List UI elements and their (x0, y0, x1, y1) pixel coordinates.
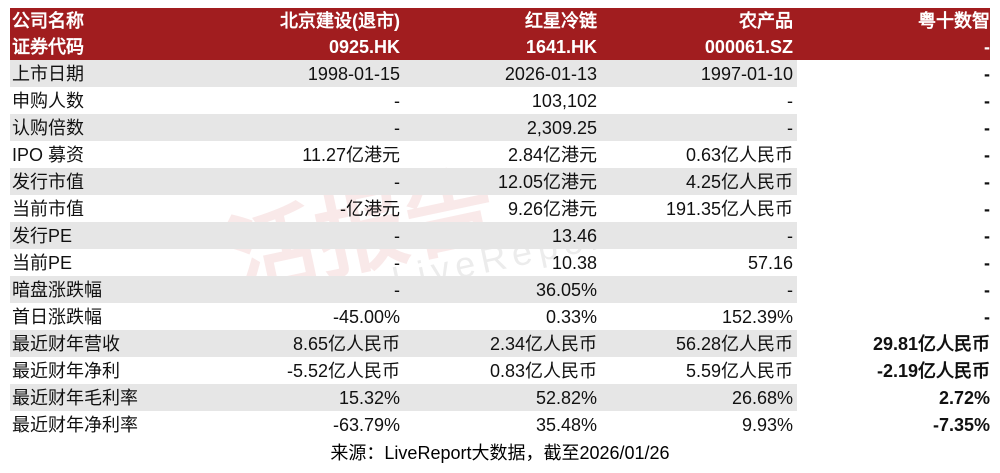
table-cell: 103,102 (531, 91, 597, 111)
row-label: 发行PE (12, 226, 73, 246)
row-label: 发行市值 (12, 172, 84, 192)
table-cell: - (394, 91, 400, 111)
table-cell: - (787, 280, 793, 300)
row-label: 最近财年毛利率 (12, 388, 138, 408)
table-cell: - (787, 226, 793, 246)
row-band (10, 276, 797, 303)
table-cell: 26.68% (731, 388, 793, 408)
row-label: IPO 募资 (12, 145, 85, 165)
table-cell: 152.39% (721, 307, 793, 327)
row-label: 申购人数 (12, 91, 84, 111)
row-band (10, 330, 797, 357)
header-cell: 农产品 (739, 11, 793, 31)
table-cell: - (984, 145, 990, 165)
table-cell: -63.79% (332, 415, 400, 435)
table-cell: 52.82% (535, 388, 597, 408)
table-cell: 35.48% (535, 415, 597, 435)
table-cell: - (984, 280, 990, 300)
header-cell: 粤十数智 (918, 11, 990, 31)
header-label: 公司名称 (12, 11, 84, 31)
header-label: 证券代码 (12, 37, 84, 57)
header-cell: 0925.HK (328, 37, 400, 57)
header-cell: 北京建设(退市) (280, 11, 400, 31)
table-cell: 0.63亿人民币 (685, 145, 793, 165)
row-label: 最近财年营收 (12, 334, 120, 354)
table-cell: 9.26亿港元 (507, 199, 597, 219)
table-cell: 5.59亿人民币 (685, 361, 793, 381)
table-cell: -45.00% (332, 307, 400, 327)
row-band (10, 222, 797, 249)
row-band (10, 168, 797, 195)
table-cell: 1998-01-15 (307, 64, 400, 84)
row-band (10, 60, 797, 87)
header-cell: 000061.SZ (704, 37, 793, 57)
table-cell: 56.28亿人民币 (675, 334, 793, 354)
row-label: 暗盘涨跌幅 (12, 280, 102, 300)
table-cell: - (984, 226, 990, 246)
table-cell: 10.38 (551, 253, 597, 273)
table-cell: 2.72% (938, 388, 990, 408)
header-cell: 1641.HK (525, 37, 597, 57)
header-cell: - (984, 37, 990, 57)
row-label: 当前市值 (12, 199, 84, 219)
table-cell: 13.46 (551, 226, 597, 246)
table-cell: -2.19亿人民币 (876, 361, 990, 381)
table-cell: - (984, 307, 990, 327)
table-cell: 2.84亿港元 (507, 145, 597, 165)
table-cell: 2026-01-13 (504, 64, 597, 84)
table-cell: - (984, 64, 990, 84)
table-cell: 11.27亿港元 (302, 145, 400, 165)
table-cell: - (394, 226, 400, 246)
table-cell: 15.32% (338, 388, 400, 408)
table-cell: 191.35亿人民币 (665, 199, 793, 219)
table-cell: - (984, 199, 990, 219)
row-label: 最近财年净利 (12, 361, 120, 381)
table-cell: - (394, 253, 400, 273)
row-label: 认购倍数 (12, 118, 84, 138)
source-note: 来源：LiveReport大数据，截至2026/01/26 (330, 443, 670, 463)
row-band (10, 114, 797, 141)
table-cell: - (984, 91, 990, 111)
table-cell: - (984, 253, 990, 273)
table-cell: -5.52亿人民币 (286, 361, 400, 381)
table-cell: 29.81亿人民币 (872, 334, 990, 354)
table-cell: 36.05% (535, 280, 597, 300)
header-cell: 红星冷链 (525, 11, 597, 31)
row-label: 首日涨跌幅 (12, 307, 102, 327)
table-cell: 9.93% (741, 415, 793, 435)
table-cell: - (984, 172, 990, 192)
table-cell: 0.33% (545, 307, 597, 327)
table-cell: -7.35% (932, 415, 990, 435)
table-cell: 2.34亿人民币 (489, 334, 597, 354)
row-band (10, 384, 797, 411)
row-label: 当前PE (12, 253, 73, 273)
table-cell: 0.83亿人民币 (489, 361, 597, 381)
header-band (10, 8, 990, 60)
table-cell: 8.65亿人民币 (292, 334, 400, 354)
row-label: 最近财年净利率 (12, 415, 138, 435)
table-cell: - (984, 118, 990, 138)
table-cell: -亿港元 (340, 199, 400, 219)
table-cell: 12.05亿港元 (497, 172, 597, 192)
table-cell: - (394, 118, 400, 138)
table-cell: 2,309.25 (526, 118, 597, 138)
table-cell: - (787, 91, 793, 111)
table-cell: - (394, 280, 400, 300)
table-cell: 1997-01-10 (700, 64, 793, 84)
table-cell: - (787, 118, 793, 138)
row-label: 上市日期 (12, 64, 84, 84)
table-cell: - (394, 172, 400, 192)
table-cell: 57.16 (747, 253, 793, 273)
table-cell: 4.25亿人民币 (685, 172, 793, 192)
